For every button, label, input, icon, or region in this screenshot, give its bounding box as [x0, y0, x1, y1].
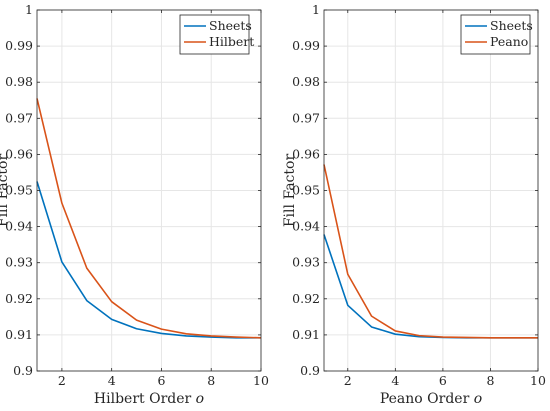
- series-line-peano: [323, 164, 538, 339]
- legend-label: Sheets: [209, 18, 252, 33]
- y-tick-label: 0.98: [5, 74, 33, 89]
- y-tick-label: 0.93: [292, 255, 320, 270]
- x-axis-label: Peano Order o: [380, 391, 482, 407]
- y-tick-label: 0.95: [292, 183, 320, 198]
- legend-box: [460, 14, 531, 55]
- series-line-sheets: [323, 234, 538, 339]
- x-tick-label: 6: [157, 373, 165, 388]
- y-axis-label: Fill Factor: [282, 154, 298, 228]
- x-tick-label: 10: [253, 373, 269, 388]
- legend-label: Peano: [490, 34, 528, 49]
- y-tick-label: 0.9: [300, 363, 320, 378]
- y-tick-label: 0.96: [292, 146, 320, 161]
- y-tick-label: 1: [312, 2, 320, 17]
- x-tick-label: 4: [108, 373, 116, 388]
- y-tick-label: 0.97: [292, 110, 320, 125]
- y-tick-label: 0.94: [292, 219, 320, 234]
- y-tick-label: 0.9: [13, 363, 33, 378]
- grid: [324, 9, 539, 372]
- y-tick-label: 0.91: [292, 327, 320, 342]
- x-tick-label: 2: [58, 373, 66, 388]
- y-tick-label: 0.99: [292, 38, 320, 53]
- y-tick-label: 1: [25, 2, 33, 17]
- x-tick-label: 8: [486, 373, 494, 388]
- y-tick-label: 0.91: [5, 327, 33, 342]
- legend-label: Hilbert: [209, 34, 254, 49]
- y-tick-label: 0.92: [292, 291, 320, 306]
- legend-box: [179, 14, 250, 55]
- chart-panel-2: 0.9 0.91 0.92 0.93 0.94 0.95 0.96 0.97 0.98 0.99 1…: [282, 2, 546, 407]
- y-tick-label: 0.98: [292, 74, 320, 89]
- y-tick-label: 0.92: [5, 291, 33, 306]
- x-tick-label: 4: [391, 373, 399, 388]
- x-tick-label: 6: [439, 373, 447, 388]
- y-tick-label: 0.93: [5, 255, 33, 270]
- grid: [37, 9, 262, 372]
- y-axis-label: Fill Factor: [0, 154, 11, 228]
- legend-label: Sheets: [490, 18, 533, 33]
- x-tick-label: 8: [207, 373, 215, 388]
- x-tick-label: 10: [530, 373, 546, 388]
- y-tick-label: 0.94: [5, 219, 33, 234]
- y-tick-label: 0.95: [5, 183, 33, 198]
- y-tick-label: 0.97: [5, 110, 33, 125]
- chart-panel-1: 0.9 0.91 0.92 0.93 0.94 0.95 0.96 0.97 0.98 0.99 1…: [0, 2, 269, 407]
- y-tick-label: 0.96: [5, 146, 33, 161]
- x-axis-label: Hilbert Order o: [94, 391, 204, 407]
- series-line-hilbert: [36, 98, 262, 339]
- series-line-sheets: [36, 181, 261, 339]
- y-tick-label: 0.99: [5, 38, 33, 53]
- x-tick-label: 2: [344, 373, 352, 388]
